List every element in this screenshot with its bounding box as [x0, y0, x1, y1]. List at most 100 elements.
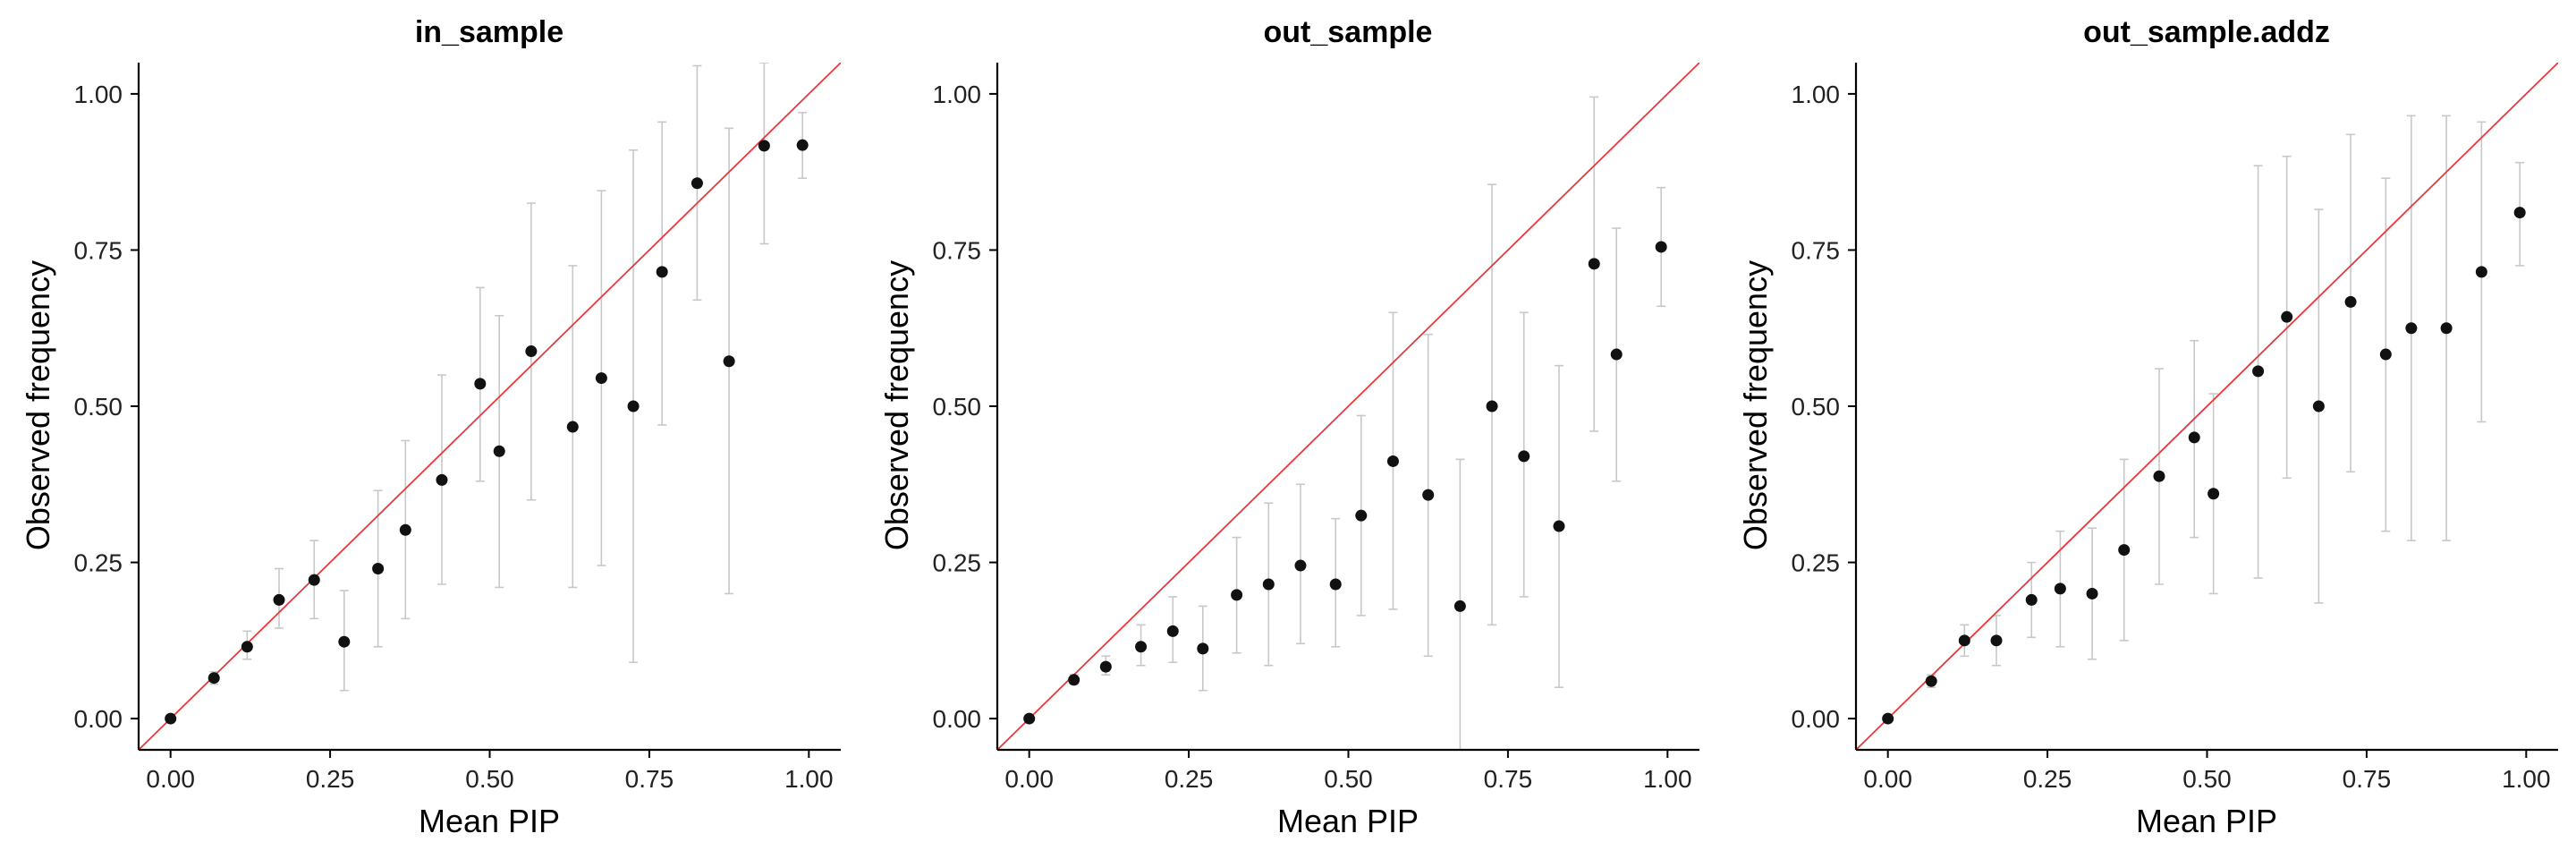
data-point	[208, 672, 220, 685]
plot-area-in-sample: 0.00 0.25 0.50 0.75 1.00 0.00 0.25 0.50 0.75 1.00	[74, 63, 841, 793]
data-point	[2440, 322, 2453, 335]
x-axis-label-out-sample-addz: Mean PIP	[2136, 803, 2277, 839]
y-tick-label: 0.00	[933, 705, 982, 733]
x-tick-label: 0.00	[146, 765, 195, 793]
plot-area-out-sample: 0.00 0.25 0.50 0.75 1.00 0.00 0.25 0.50 0.75 1.00	[933, 63, 1699, 793]
data-point	[1099, 660, 1112, 673]
y-axis-label-out-sample-addz: Observed frequency	[1737, 260, 1774, 550]
data-point	[595, 372, 607, 385]
data-point	[2344, 295, 2357, 308]
panel-title-in-sample: in_sample	[415, 15, 564, 49]
x-tick-label: 0.00	[1004, 765, 1054, 793]
data-point	[2405, 322, 2418, 335]
y-tick-label: 0.75	[933, 236, 982, 264]
data-point	[1882, 712, 1894, 725]
y-tick-label: 0.50	[933, 393, 982, 421]
data-point	[2252, 365, 2265, 378]
data-point	[1294, 559, 1307, 572]
data-point	[1135, 641, 1148, 653]
data-point	[1068, 674, 1080, 686]
y-tick-label: 1.00	[74, 81, 123, 108]
x-tick-label: 0.00	[1863, 765, 1912, 793]
data-point	[1486, 400, 1498, 412]
data-points	[165, 139, 809, 725]
data-point	[2379, 348, 2392, 361]
data-point	[372, 563, 385, 575]
x-tick-label: 1.00	[1643, 765, 1692, 793]
y-tick-label: 0.25	[74, 549, 123, 577]
data-point	[474, 378, 487, 390]
data-point	[1925, 675, 1937, 687]
x-tick-label: 1.00	[2502, 765, 2551, 793]
data-point	[1518, 450, 1530, 463]
data-point	[2207, 488, 2220, 500]
data-point	[2513, 207, 2526, 219]
panel-out-sample: out_sample Mean PIP Observed frequency 0…	[878, 15, 1699, 839]
data-point	[308, 574, 320, 586]
reference-line	[139, 63, 841, 750]
data-point	[1610, 348, 1623, 361]
data-point	[656, 266, 668, 278]
y-tick-label: 0.00	[1792, 705, 1841, 733]
data-point	[2475, 266, 2487, 278]
data-point	[165, 712, 177, 725]
x-tick-label: 0.50	[465, 765, 514, 793]
y-tick-label: 0.50	[74, 393, 123, 421]
data-point	[758, 140, 770, 152]
x-tick-label: 0.75	[1484, 765, 1533, 793]
data-point	[1262, 578, 1275, 591]
y-tick-label: 0.75	[1792, 236, 1841, 264]
x-axis-label-in-sample: Mean PIP	[419, 803, 560, 839]
y-tick-label: 0.25	[1792, 549, 1841, 577]
x-tick-label: 0.25	[2023, 765, 2072, 793]
error-bars	[1927, 115, 2525, 688]
data-point	[1166, 625, 1179, 637]
x-tick-label: 1.00	[784, 765, 834, 793]
data-point	[273, 593, 285, 606]
y-axis-label-out-sample: Observed frequency	[878, 260, 915, 550]
data-point	[796, 139, 809, 151]
data-point	[2118, 544, 2131, 557]
data-point	[493, 445, 505, 457]
data-point	[566, 421, 579, 433]
data-point	[241, 641, 253, 653]
data-point	[2188, 431, 2200, 444]
data-point	[2054, 583, 2066, 595]
y-tick-label: 0.00	[74, 705, 123, 733]
data-point	[1329, 578, 1342, 591]
x-tick-label: 0.50	[2182, 765, 2232, 793]
reference-line	[997, 63, 1699, 750]
x-tick-label: 0.75	[2343, 765, 2392, 793]
data-point	[399, 523, 411, 536]
data-point	[1655, 241, 1667, 253]
error-bars	[1069, 96, 1666, 750]
data-point	[1355, 509, 1368, 522]
data-point	[1553, 520, 1565, 532]
data-point	[1197, 642, 1209, 655]
x-tick-label: 0.50	[1324, 765, 1373, 793]
y-tick-label: 1.00	[1792, 81, 1841, 108]
x-axis-label-out-sample: Mean PIP	[1277, 803, 1419, 839]
data-point	[1386, 455, 1399, 467]
error-bars	[209, 63, 808, 692]
panel-in-sample: in_sample Mean PIP Observed frequency 0.…	[20, 15, 841, 839]
y-tick-label: 0.25	[933, 549, 982, 577]
data-point	[1990, 634, 2003, 647]
data-point	[627, 400, 640, 412]
panel-title-out-sample: out_sample	[1264, 15, 1433, 49]
y-tick-label: 1.00	[933, 81, 982, 108]
data-point	[2281, 310, 2293, 323]
data-point	[436, 473, 448, 486]
data-point	[525, 345, 538, 358]
x-tick-label: 0.75	[625, 765, 674, 793]
data-point	[1453, 600, 1466, 612]
data-point	[2153, 470, 2165, 482]
data-point	[1422, 489, 1435, 501]
data-point	[338, 635, 351, 648]
reference-line	[1856, 63, 2558, 750]
x-tick-label: 0.25	[306, 765, 355, 793]
data-point	[2086, 587, 2098, 600]
data-point	[1958, 634, 1970, 647]
data-points	[1882, 207, 2526, 725]
data-point	[2312, 400, 2325, 412]
